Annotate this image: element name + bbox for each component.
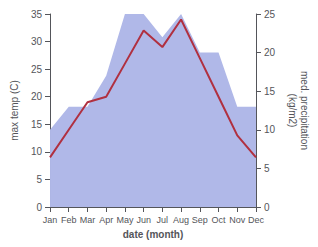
svg-text:max temp (C): max temp (C)	[9, 80, 20, 141]
svg-text:May: May	[116, 215, 134, 225]
svg-text:25: 25	[264, 9, 276, 20]
svg-text:Apr: Apr	[99, 215, 113, 225]
svg-text:5: 5	[36, 174, 42, 185]
svg-text:25: 25	[31, 64, 43, 75]
svg-text:Jul: Jul	[157, 215, 169, 225]
svg-text:20: 20	[31, 91, 43, 102]
svg-text:Feb: Feb	[61, 215, 77, 225]
svg-text:med. precipitation: med. precipitation	[299, 71, 310, 150]
svg-text:5: 5	[264, 163, 270, 174]
svg-text:Jan: Jan	[43, 215, 58, 225]
svg-text:10: 10	[264, 124, 276, 135]
svg-text:(kg/m2): (kg/m2)	[287, 94, 298, 128]
svg-text:Mar: Mar	[80, 215, 96, 225]
svg-text:0: 0	[264, 202, 270, 213]
svg-text:Oct: Oct	[212, 215, 227, 225]
svg-text:Jun: Jun	[136, 215, 151, 225]
svg-text:10: 10	[31, 146, 43, 157]
svg-text:Sep: Sep	[192, 215, 208, 225]
svg-text:20: 20	[264, 47, 276, 58]
svg-text:Dec: Dec	[248, 215, 265, 225]
svg-text:Nov: Nov	[229, 215, 246, 225]
svg-text:date (month): date (month)	[123, 229, 184, 240]
svg-text:35: 35	[31, 9, 43, 20]
svg-text:15: 15	[31, 119, 43, 130]
svg-text:30: 30	[31, 36, 43, 47]
svg-text:Aug: Aug	[173, 215, 189, 225]
svg-text:0: 0	[36, 202, 42, 213]
svg-text:15: 15	[264, 86, 276, 97]
